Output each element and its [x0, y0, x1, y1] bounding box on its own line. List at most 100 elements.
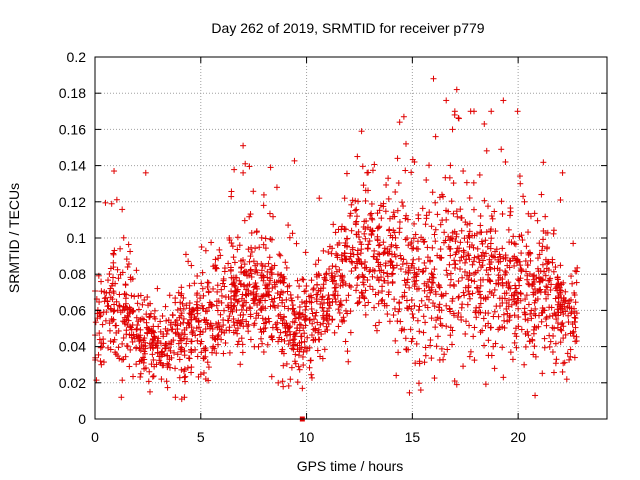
data-point	[158, 349, 165, 356]
data-point	[294, 294, 301, 301]
data-point	[229, 243, 236, 250]
data-point	[525, 210, 532, 217]
data-point	[536, 251, 543, 258]
data-point	[404, 235, 411, 242]
data-point	[401, 277, 408, 284]
data-point	[488, 108, 495, 115]
data-point	[408, 338, 415, 345]
data-point	[211, 335, 218, 342]
data-point	[390, 227, 397, 234]
data-point	[202, 247, 209, 254]
data-point	[259, 340, 266, 347]
data-point	[426, 209, 433, 216]
data-point	[347, 250, 354, 257]
data-point	[559, 368, 566, 375]
data-point	[218, 336, 225, 343]
data-point	[384, 311, 391, 318]
data-point	[149, 336, 156, 343]
data-point	[110, 338, 117, 345]
data-point	[436, 284, 443, 291]
data-point	[453, 208, 460, 215]
data-point	[475, 255, 482, 262]
data-point	[486, 278, 493, 285]
data-point	[484, 294, 491, 301]
data-point	[319, 293, 326, 300]
data-point	[182, 373, 189, 380]
data-point	[380, 269, 387, 276]
data-point	[436, 283, 443, 290]
data-point	[511, 253, 518, 260]
data-point	[298, 314, 305, 321]
data-point	[436, 356, 443, 363]
data-point	[432, 324, 439, 331]
data-point	[507, 205, 514, 212]
data-point	[529, 337, 536, 344]
data-point	[569, 321, 576, 328]
data-point	[186, 355, 193, 362]
data-point	[135, 292, 142, 299]
data-point	[506, 212, 513, 219]
data-point	[511, 312, 518, 319]
data-point	[426, 276, 433, 283]
data-point	[127, 306, 134, 313]
data-point	[454, 314, 461, 321]
data-point	[192, 346, 199, 353]
data-point	[573, 333, 580, 340]
data-point	[290, 346, 297, 353]
data-point	[258, 307, 265, 314]
data-point	[554, 324, 561, 331]
data-point	[215, 298, 222, 305]
data-point	[111, 301, 118, 308]
data-point	[541, 335, 548, 342]
data-point	[346, 282, 353, 289]
data-point	[390, 209, 397, 216]
data-point	[506, 312, 513, 319]
data-point	[532, 353, 539, 360]
data-point	[318, 331, 325, 338]
data-point	[484, 243, 491, 250]
data-point	[477, 309, 484, 316]
data-point	[228, 305, 235, 312]
data-point	[107, 285, 114, 292]
data-point	[230, 329, 237, 336]
data-point	[133, 314, 140, 321]
data-point	[400, 256, 407, 263]
data-point	[330, 277, 337, 284]
data-point	[312, 261, 319, 268]
data-point	[143, 311, 150, 318]
data-point	[518, 267, 525, 274]
data-point	[145, 378, 152, 385]
data-point	[181, 352, 188, 359]
data-point	[338, 256, 345, 263]
data-point	[477, 300, 484, 307]
data-point	[447, 276, 454, 283]
data-point	[378, 215, 385, 222]
data-point	[454, 213, 461, 220]
data-point	[396, 219, 403, 226]
data-point	[447, 332, 454, 339]
data-point	[275, 277, 282, 284]
data-point	[139, 301, 146, 308]
data-point	[470, 258, 477, 265]
data-point	[361, 274, 368, 281]
data-point	[122, 303, 129, 310]
data-point	[432, 133, 439, 140]
data-point	[525, 229, 532, 236]
data-point	[114, 266, 121, 273]
data-point	[485, 320, 492, 327]
data-point	[546, 277, 553, 284]
data-point	[164, 352, 171, 359]
data-point	[496, 267, 503, 274]
data-point	[477, 282, 484, 289]
data-point	[177, 299, 184, 306]
data-point	[241, 217, 248, 224]
data-point	[405, 346, 412, 353]
data-point	[194, 272, 201, 279]
data-point	[557, 196, 564, 203]
data-point	[314, 319, 321, 326]
data-point	[202, 325, 209, 332]
data-point	[317, 301, 324, 308]
data-point	[408, 296, 415, 303]
data-point	[228, 193, 235, 200]
data-point	[347, 308, 354, 315]
